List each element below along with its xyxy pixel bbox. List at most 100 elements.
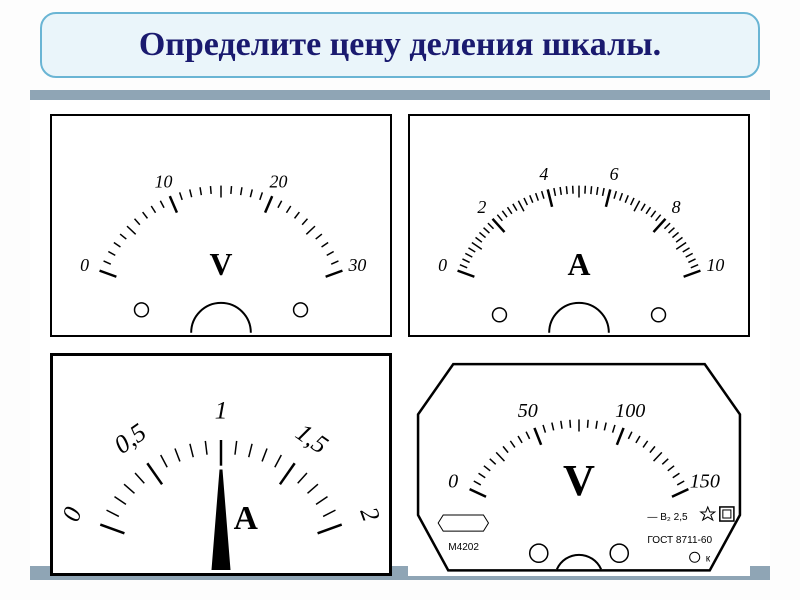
scale-label: 100: [615, 400, 645, 422]
cutout: [549, 303, 609, 333]
tick-minor: [628, 431, 632, 438]
tick-minor: [235, 441, 237, 455]
tick-minor: [503, 446, 508, 452]
tick-minor: [588, 419, 589, 427]
tick-major: [100, 524, 124, 533]
square-icon: [720, 507, 734, 521]
needle: [213, 469, 229, 568]
square-inner-icon: [723, 510, 731, 518]
tick-minor: [570, 419, 571, 427]
tick-minor: [306, 226, 315, 234]
tick-major: [493, 219, 505, 232]
tick-minor: [518, 201, 524, 212]
scale-label: 0,5: [109, 417, 152, 459]
tick-minor: [465, 253, 472, 257]
model-label: М4202: [448, 542, 479, 553]
scale-label: 8: [672, 197, 681, 217]
page-title: Определите цену деления шкалы.: [139, 26, 661, 63]
tick-minor: [513, 204, 517, 211]
tick-major: [470, 489, 486, 497]
tick-minor: [107, 510, 119, 516]
meter-voltmeter-150: 050100150 V М4202 — B₂ 2,5 ГОСТ 8711-60 …: [408, 353, 750, 576]
tick-minor: [161, 455, 167, 467]
tick-minor: [510, 441, 515, 448]
tick-minor: [108, 252, 115, 256]
tick-major: [606, 189, 610, 206]
tick-minor: [124, 484, 134, 493]
tick-minor: [114, 496, 125, 504]
tick-minor: [691, 265, 698, 268]
tick-minor: [278, 201, 282, 208]
terminal: [652, 308, 666, 322]
tick-minor: [496, 452, 504, 461]
tick-major: [318, 524, 342, 533]
scale-label: 6: [610, 164, 619, 184]
tick-minor: [286, 206, 290, 213]
tick-minor: [120, 234, 126, 239]
k-label: к: [706, 553, 711, 564]
tick-minor: [468, 248, 475, 252]
tick-major: [672, 489, 688, 497]
tick-minor: [672, 232, 678, 237]
scale-label: 2: [354, 503, 386, 525]
scale-label: 0: [448, 470, 458, 492]
tick-minor: [249, 444, 252, 457]
tick-minor: [561, 421, 562, 429]
tick-minor: [560, 187, 561, 195]
unit-label: A: [568, 247, 591, 282]
tick-major: [684, 271, 701, 277]
tick-minor: [662, 459, 668, 464]
gost-label: ГОСТ 8711-60: [647, 535, 712, 546]
tick-minor: [620, 193, 623, 200]
tick-major: [265, 196, 272, 212]
tick-minor: [472, 243, 482, 250]
tick-minor: [151, 206, 155, 213]
tick-minor: [676, 243, 686, 250]
tick-minor: [190, 189, 192, 197]
tick-minor: [316, 234, 322, 239]
class-label: — B₂ 2,5: [647, 512, 688, 523]
tick-minor: [308, 484, 318, 493]
tick-major: [147, 463, 162, 484]
tick-minor: [676, 237, 682, 242]
tick-minor: [552, 422, 554, 430]
tick-minor: [200, 187, 201, 195]
tick-minor: [664, 223, 670, 229]
tick-minor: [331, 261, 338, 264]
tick-minor: [316, 496, 327, 504]
tick-major: [534, 428, 541, 445]
tick-minor: [591, 186, 592, 194]
board: 0102030 V 0246810 A 00,511,52 A 05010015…: [30, 90, 770, 580]
scale-label: 10: [155, 172, 173, 192]
tick-major: [326, 271, 343, 277]
tick-minor: [566, 186, 567, 194]
small-terminal: [690, 552, 700, 562]
scale-label: 10: [706, 255, 724, 275]
tick-minor: [260, 192, 263, 200]
title-box: Определите цену деления шкалы.: [40, 12, 760, 78]
tick-minor: [460, 265, 467, 268]
scale-label: 50: [518, 400, 538, 422]
tick-minor: [323, 510, 335, 516]
tick-major: [280, 463, 295, 484]
meter-ammeter-10: 0246810 A: [408, 114, 750, 337]
tick-minor: [524, 198, 527, 205]
scale-label: 2: [477, 197, 486, 217]
tick-minor: [643, 441, 648, 448]
tick-minor: [686, 253, 693, 257]
scale-label: 150: [690, 470, 720, 492]
cutout: [191, 303, 251, 333]
tick-minor: [604, 422, 606, 430]
tick-minor: [322, 243, 329, 247]
tick-major: [458, 271, 475, 277]
scale-label: 1: [215, 395, 228, 424]
tick-minor: [688, 259, 695, 262]
tick-minor: [135, 219, 140, 225]
tick-minor: [180, 192, 183, 200]
meter-ammeter-2: 00,511,52 A: [50, 353, 392, 576]
tick-minor: [262, 448, 267, 461]
tick-major: [617, 428, 624, 445]
scale-label: 4: [539, 164, 548, 184]
tick-minor: [651, 211, 656, 217]
tick-minor: [654, 452, 662, 461]
